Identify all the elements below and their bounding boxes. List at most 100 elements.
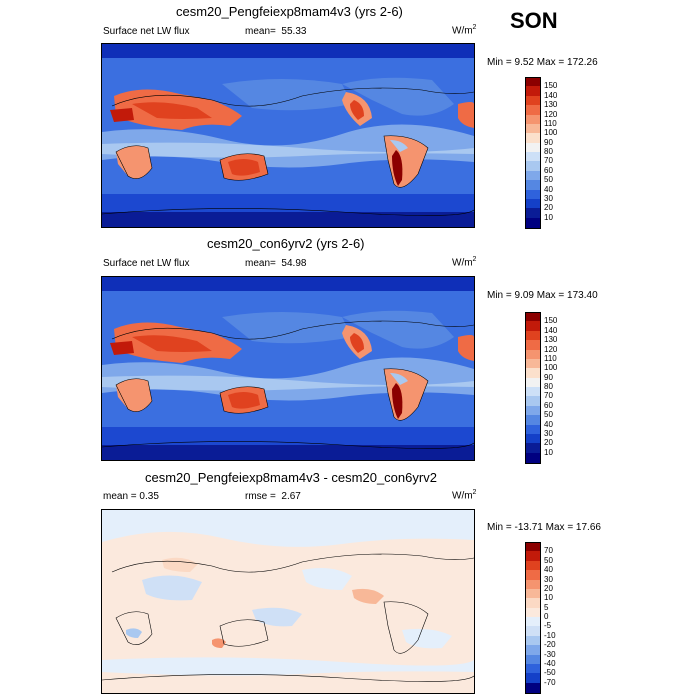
panel1-left-label: Surface net LW flux bbox=[103, 26, 190, 37]
colorbar-swatch bbox=[525, 452, 541, 464]
panel1-units: W/m2 bbox=[452, 24, 476, 36]
colorbar-swatch bbox=[525, 142, 541, 153]
colorbar-tick-label: 40 bbox=[544, 565, 553, 575]
colorbar-tick-label: 120 bbox=[544, 344, 558, 354]
colorbar-swatch bbox=[525, 387, 541, 397]
panel3-map bbox=[101, 509, 475, 694]
colorbar-tick-label: 90 bbox=[544, 137, 553, 147]
colorbar-tick-label: -5 bbox=[544, 621, 552, 631]
colorbar-swatch bbox=[525, 208, 541, 219]
colorbar-tick-label: 70 bbox=[544, 391, 553, 401]
colorbar-swatch bbox=[525, 415, 541, 425]
colorbar-swatch bbox=[525, 105, 541, 115]
panel2-minmax: Min = 9.09 Max = 173.40 bbox=[487, 290, 598, 301]
colorbar-tick-label: -50 bbox=[544, 668, 556, 678]
colorbar-tick-label: 50 bbox=[544, 555, 553, 565]
panel3-rmse-value: 2.67 bbox=[281, 491, 301, 502]
colorbar-tick-label: 10 bbox=[544, 447, 553, 457]
colorbar-swatch bbox=[525, 340, 541, 350]
panel1-units-text: W/m bbox=[452, 25, 473, 37]
panel1-map bbox=[101, 43, 475, 228]
panel2-units-text: W/m bbox=[452, 257, 473, 269]
colorbar-swatch bbox=[525, 617, 541, 627]
colorbar-swatch bbox=[525, 377, 541, 388]
colorbar-tick-label: 30 bbox=[544, 193, 553, 203]
colorbar-tick-label: 90 bbox=[544, 372, 553, 382]
colorbar-tick-label: 70 bbox=[544, 156, 553, 166]
colorbar-swatch bbox=[525, 189, 541, 200]
colorbar-swatch bbox=[525, 152, 541, 162]
season-label: SON bbox=[510, 8, 558, 33]
colorbar-swatch bbox=[525, 396, 541, 407]
colorbar-swatch bbox=[525, 607, 541, 618]
panel2-left-label: Surface net LW flux bbox=[103, 258, 190, 269]
colorbar-swatch bbox=[525, 368, 541, 379]
panel2-colorbar: 150 140 130 120 110 100 90 80 70 60 50 40 30 20 10 bbox=[525, 312, 595, 464]
panel1-mean: mean= 55.33 bbox=[245, 26, 306, 37]
colorbar-tick-label: -20 bbox=[544, 640, 556, 650]
colorbar-tick-label: 150 bbox=[544, 81, 558, 91]
colorbar-tick-label: 10 bbox=[544, 212, 553, 222]
colorbar-swatch bbox=[525, 645, 541, 655]
panel3-left-label: mean = 0.35 bbox=[103, 491, 159, 502]
colorbar-tick-label: 60 bbox=[544, 400, 553, 410]
colorbar-swatch bbox=[525, 86, 541, 97]
panel2-units-sup: 2 bbox=[472, 256, 477, 263]
colorbar-tick-label: -40 bbox=[544, 658, 556, 668]
colorbar-swatch bbox=[525, 433, 541, 444]
panel3-minmax: Min = -13.71 Max = 17.66 bbox=[487, 522, 601, 533]
colorbar-tick-label: 50 bbox=[544, 175, 553, 185]
panel3-rmse: rmse = 2.67 bbox=[245, 491, 301, 502]
panel3-units: W/m2 bbox=[452, 489, 476, 501]
colorbar-swatch bbox=[525, 663, 541, 674]
panel2-mean-value: 54.98 bbox=[281, 258, 307, 269]
panel3-map-svg bbox=[102, 510, 474, 693]
colorbar-tick-label: 100 bbox=[544, 363, 558, 373]
colorbar-tick-label: 20 bbox=[544, 583, 553, 593]
colorbar-swatch bbox=[525, 77, 541, 88]
panel2-units: W/m2 bbox=[452, 256, 476, 268]
colorbar-swatch bbox=[525, 579, 541, 590]
colorbar-tick-label: 80 bbox=[544, 147, 553, 156]
colorbar-swatch bbox=[525, 161, 541, 172]
colorbar-swatch bbox=[525, 654, 541, 665]
panel1-map-svg bbox=[102, 44, 474, 227]
colorbar-tick-label: 10 bbox=[544, 593, 553, 603]
panel2-map-svg bbox=[102, 277, 474, 460]
colorbar-swatch bbox=[525, 198, 541, 209]
colorbar-swatch bbox=[525, 570, 541, 580]
colorbar-swatch bbox=[525, 95, 541, 106]
colorbar-tick-label: 140 bbox=[544, 90, 558, 100]
colorbar-tick-label: 70 bbox=[544, 546, 553, 556]
colorbar-swatch bbox=[525, 180, 541, 190]
colorbar-swatch bbox=[525, 598, 541, 609]
colorbar-swatch bbox=[525, 123, 541, 134]
colorbar-swatch bbox=[525, 405, 541, 416]
colorbar-swatch bbox=[525, 542, 541, 553]
colorbar-swatch bbox=[525, 330, 541, 341]
colorbar-tick-label: 30 bbox=[544, 428, 553, 438]
colorbar-swatch bbox=[525, 682, 541, 694]
colorbar-swatch bbox=[525, 358, 541, 369]
panel3-units-text: W/m bbox=[452, 490, 473, 502]
panel1-minmax: Min = 9.52 Max = 172.26 bbox=[487, 57, 598, 68]
colorbar-swatch bbox=[525, 321, 541, 332]
colorbar-swatch bbox=[525, 588, 541, 599]
panel1-colorbar: 150 140 130 120 110 100 90 80 70 60 50 40 30 20 10 bbox=[525, 77, 595, 229]
panel1-units-sup: 2 bbox=[472, 24, 477, 31]
colorbar-swatch bbox=[525, 170, 541, 181]
panel3-colorbar: 70 50 40 30 20 10 5 0 -5 -10 -20 -30 -40 -50 -70 bbox=[525, 542, 595, 694]
colorbar-tick-label: 100 bbox=[544, 128, 558, 138]
colorbar-swatch bbox=[525, 312, 541, 323]
colorbar-tick-label: 50 bbox=[544, 410, 553, 420]
panel3-rmse-prefix: rmse = bbox=[245, 491, 276, 502]
colorbar-swatch bbox=[525, 114, 541, 125]
colorbar-tick-label: 20 bbox=[544, 203, 553, 213]
colorbar-tick-label: 20 bbox=[544, 438, 553, 448]
colorbar-swatch bbox=[525, 673, 541, 684]
colorbar-swatch bbox=[525, 560, 541, 571]
colorbar-tick-label: 60 bbox=[544, 165, 553, 175]
colorbar-swatch bbox=[525, 551, 541, 562]
colorbar-swatch bbox=[525, 635, 541, 646]
panel1-title: cesm20_Pengfeiexp8mam4v3 (yrs 2-6) bbox=[176, 4, 403, 19]
